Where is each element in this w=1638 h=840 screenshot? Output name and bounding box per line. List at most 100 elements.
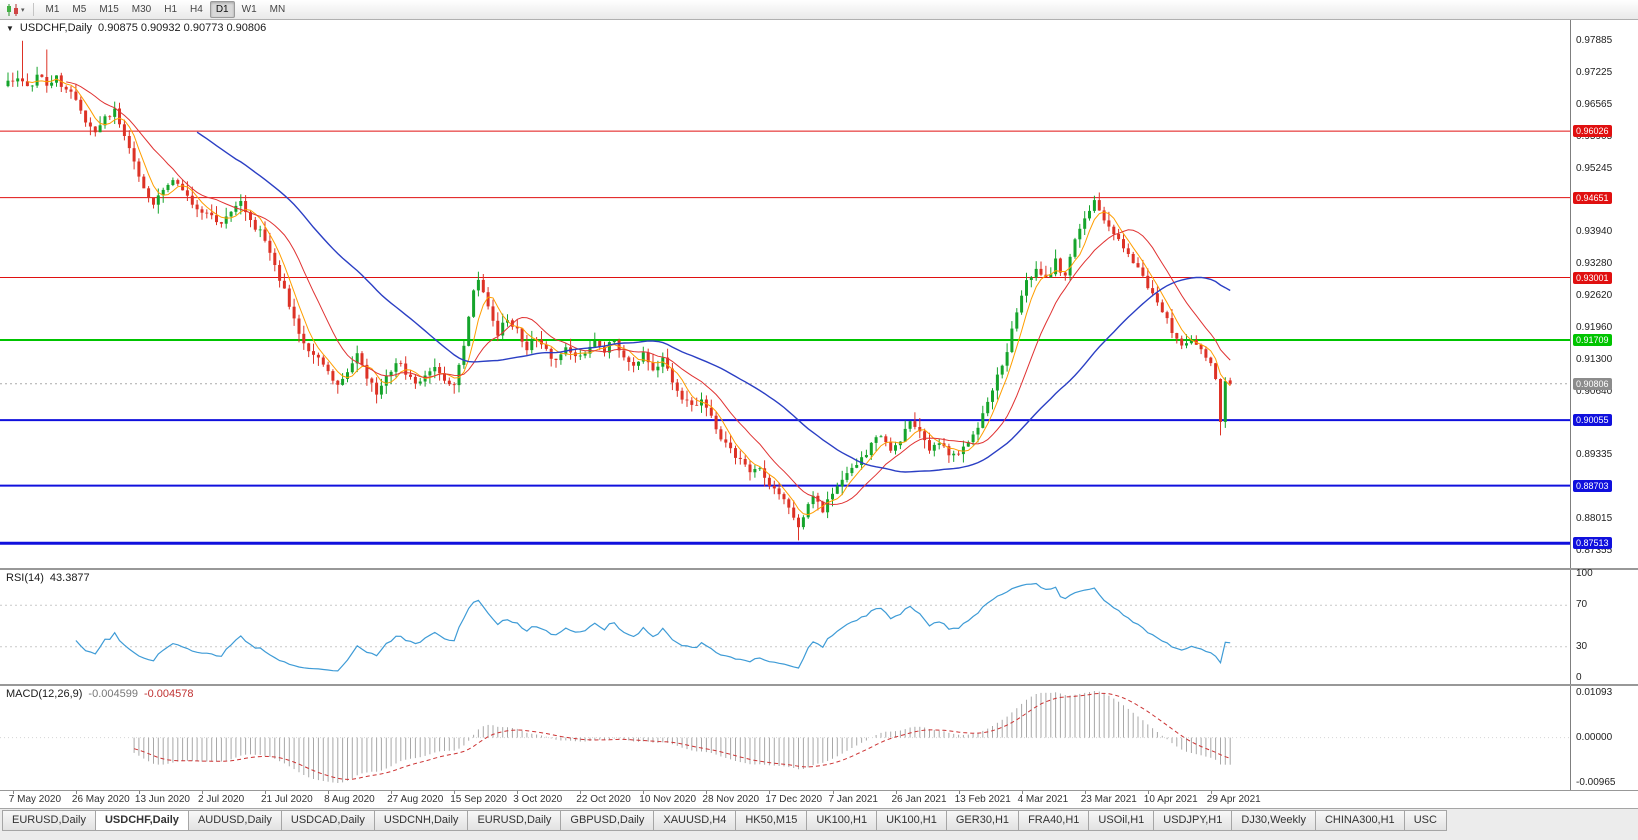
chart-symbol-label: USDCHF,Daily: [19, 22, 93, 34]
chart-tab-usc[interactable]: USC: [1404, 810, 1447, 831]
date-tick: [1210, 791, 1212, 794]
date-tick: [643, 791, 645, 794]
chart-tab-ger30-h1[interactable]: GER30,H1: [946, 810, 1020, 831]
price-axis-label: 0.87355: [1576, 544, 1613, 556]
price-axis-label: 0.97885: [1576, 35, 1613, 47]
price-level-badge: 0.88703: [1573, 479, 1612, 492]
date-tick: [454, 791, 456, 794]
chart-tab-dj30-weekly[interactable]: DJ30,Weekly: [1232, 810, 1316, 831]
macd-signal-value: -0.004578: [143, 688, 194, 700]
date-axis-label: 4 Mar 2021: [1017, 794, 1069, 805]
main-chart-panel[interactable]: ▼ USDCHF,Daily 0.90875 0.90932 0.90773 0…: [0, 20, 1638, 568]
main-chart-canvas[interactable]: [0, 20, 1570, 568]
date-axis-label: 26 Jan 2021: [891, 794, 947, 805]
date-tick: [138, 791, 140, 794]
price-axis-label: 0.93280: [1576, 258, 1613, 269]
macd-name: MACD(12,26,9): [6, 688, 83, 700]
chart-tab-china300-h1[interactable]: CHINA300,H1: [1315, 810, 1405, 831]
chart-tab-fra40-h1[interactable]: FRA40,H1: [1019, 810, 1090, 831]
price-level-badge: 0.94651: [1573, 191, 1612, 204]
macd-main-value: -0.004599: [88, 688, 138, 700]
macd-axis-label: -0.00965: [1576, 777, 1616, 788]
panel-splitter-rsi[interactable]: [0, 568, 1638, 570]
price-axis-label: 0.95245: [1576, 162, 1613, 174]
price-axis-label: 0.90640: [1576, 385, 1613, 397]
macd-canvas[interactable]: [0, 686, 1570, 790]
timeframe-button-m1[interactable]: M1: [45, 4, 60, 15]
panel-splitter-macd[interactable]: [0, 684, 1638, 686]
rsi-canvas[interactable]: [0, 570, 1570, 684]
price-level-badge: 0.87513: [1573, 537, 1612, 550]
symbol-dropdown-icon[interactable]: ▼: [6, 24, 14, 33]
date-axis-label: 29 Apr 2021: [1206, 794, 1261, 805]
price-level-badge: 0.90055: [1573, 414, 1612, 427]
date-tick: [895, 791, 897, 794]
timeframe-button-m30[interactable]: M30: [131, 4, 152, 15]
chart-tab-audusd-daily[interactable]: AUDUSD,Daily: [188, 810, 282, 831]
timeframe-button-h4[interactable]: H4: [190, 4, 203, 15]
main-toolbar: ▾ M1 M5 M15 M30 H1 H4 D1 W1 MN: [0, 0, 1638, 20]
date-axis-label: 17 Dec 2020: [765, 794, 823, 805]
chart-title: ▼ USDCHF,Daily 0.90875 0.90932 0.90773 0…: [6, 22, 266, 34]
price-axis-label: 0.96565: [1576, 99, 1613, 110]
price-axis-label: 0.91300: [1576, 353, 1613, 365]
date-axis-label: 13 Jun 2020: [134, 794, 190, 805]
chart-tab-uk100-h1[interactable]: UK100,H1: [807, 810, 878, 831]
rsi-current-value: 43.3877: [49, 572, 90, 584]
rsi-axis-label: 0: [1576, 672, 1582, 683]
date-axis-label: 7 Jan 2021: [828, 794, 879, 805]
timeframe-button-m5[interactable]: M5: [72, 4, 87, 15]
chart-tab-gbpusd-daily[interactable]: GBPUSD,Daily: [561, 810, 655, 831]
date-tick: [75, 791, 77, 794]
date-tick: [328, 791, 330, 794]
macd-axis[interactable]: 0.01093 0.00000 -0.00965: [1570, 686, 1638, 790]
date-tick: [580, 791, 582, 794]
timeframe-button-d1[interactable]: D1: [209, 1, 235, 18]
macd-label: MACD(12,26,9) -0.004599 -0.004578: [6, 688, 194, 700]
date-tick: [1084, 791, 1086, 794]
timeframe-button-mn[interactable]: MN: [269, 4, 286, 15]
macd-panel[interactable]: MACD(12,26,9) -0.004599 -0.004578 0.0109…: [0, 686, 1638, 790]
chart-tab-usdcnh-daily[interactable]: USDCNH,Daily: [374, 810, 469, 831]
date-axis[interactable]: 7 May 2020 26 May 2020 13 Jun 2020 2 Jul 20…: [0, 790, 1638, 808]
chart-tab-eurusd-daily[interactable]: EURUSD,Daily: [468, 810, 562, 831]
date-axis-label: 28 Nov 2020: [702, 794, 760, 805]
chart-ohlc-values: 0.90875 0.90932 0.90773 0.90806: [98, 22, 267, 34]
chart-tab-hk50-m15[interactable]: HK50,M15: [736, 810, 808, 831]
date-axis-label: 23 Mar 2021: [1080, 794, 1137, 805]
price-axis[interactable]: 0.978850.972250.965650.959050.952450.939…: [1570, 20, 1638, 568]
date-axis-label: 27 Aug 2020: [387, 794, 444, 805]
price-axis-label: 0.91960: [1576, 321, 1613, 333]
date-tick: [391, 791, 393, 794]
date-tick: [265, 791, 266, 794]
chart-tab-uk100-h1[interactable]: UK100,H1: [877, 810, 947, 831]
chart-tab-usdcad-daily[interactable]: USDCAD,Daily: [281, 810, 375, 831]
timeframe-button-w1[interactable]: W1: [241, 4, 257, 15]
timeframe-button-h1[interactable]: H1: [164, 4, 178, 15]
chart-tab-usoil-h1[interactable]: USOil,H1: [1089, 810, 1155, 831]
date-axis-label: 21 Jul 2020: [261, 794, 313, 805]
chart-tab-xauusd-h4[interactable]: XAUUSD,H4: [654, 810, 737, 831]
timeframe-button-m15[interactable]: M15: [99, 4, 119, 15]
date-axis-label: 10 Apr 2021: [1143, 794, 1198, 805]
date-axis-label: 22 Oct 2020: [576, 794, 631, 805]
rsi-axis[interactable]: 100 70 30 0: [1570, 568, 1638, 684]
chart-type-icon[interactable]: ▾: [4, 3, 27, 17]
candlestick-glyph-icon: [7, 3, 18, 16]
price-axis-label: 0.93940: [1576, 226, 1613, 237]
chart-type-caret-icon: ▾: [21, 6, 25, 14]
chart-tab-usdchf-daily[interactable]: USDCHF,Daily: [95, 810, 189, 831]
chart-tab-bar: EURUSD,Daily USDCHF,Daily AUDUSD,Daily USDC…: [0, 808, 1638, 840]
macd-axis-label: 0.00000: [1576, 731, 1613, 743]
date-tick: [12, 791, 14, 794]
price-axis-label: 0.92620: [1576, 289, 1613, 301]
macd-axis-label: 0.01093: [1576, 687, 1613, 698]
date-axis-label: 8 Aug 2020: [324, 794, 375, 805]
chart-tab-usdjpy-h1[interactable]: USDJPY,H1: [1154, 810, 1233, 831]
timeframe-toolbar: M1 M5 M15 M30 H1 H4 D1 W1 MN: [40, 1, 292, 18]
price-level-badge: 0.93001: [1573, 271, 1612, 284]
chart-tab-eurusd-daily[interactable]: EURUSD,Daily: [2, 810, 96, 831]
rsi-panel[interactable]: RSI(14) 43.3877 100 70 30 0: [0, 568, 1638, 684]
date-axis-label: 26 May 2020: [71, 794, 130, 805]
date-axis-label: 15 Sep 2020: [450, 794, 507, 805]
